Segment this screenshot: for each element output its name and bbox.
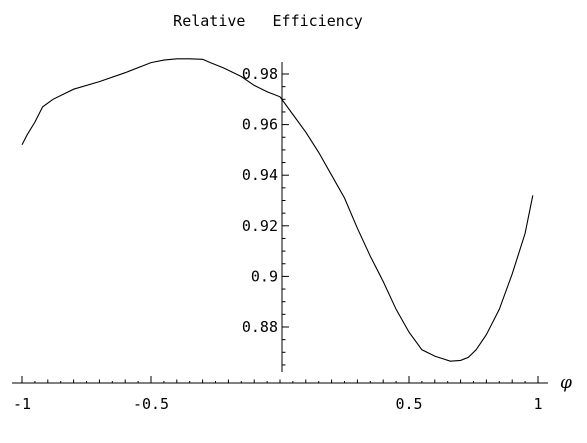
axes	[12, 62, 548, 384]
x-axis-label: φ	[560, 373, 572, 393]
series-line	[21, 58, 534, 362]
tick-labels: -1 -0.5 0.5 1 0.88 0.9 0.92 0.94 0.96 0.98	[13, 65, 543, 413]
y-tick-label: 0.94	[242, 166, 278, 184]
x-tick-label: -1	[13, 395, 31, 413]
y-tick-label: 0.96	[242, 116, 278, 134]
chart-title: Relative Efficiency	[173, 12, 363, 30]
x-tick-label: -0.5	[133, 395, 169, 413]
y-tick-label: 0.98	[242, 65, 278, 83]
y-tick-label: 0.88	[242, 318, 278, 336]
x-tick-label: 1	[533, 395, 542, 413]
plot-area	[21, 58, 534, 362]
x-tick-label: 0.5	[395, 395, 422, 413]
y-tick-label: 0.92	[242, 217, 278, 235]
ticks	[21, 73, 539, 383]
y-tick-label: 0.9	[251, 267, 278, 285]
